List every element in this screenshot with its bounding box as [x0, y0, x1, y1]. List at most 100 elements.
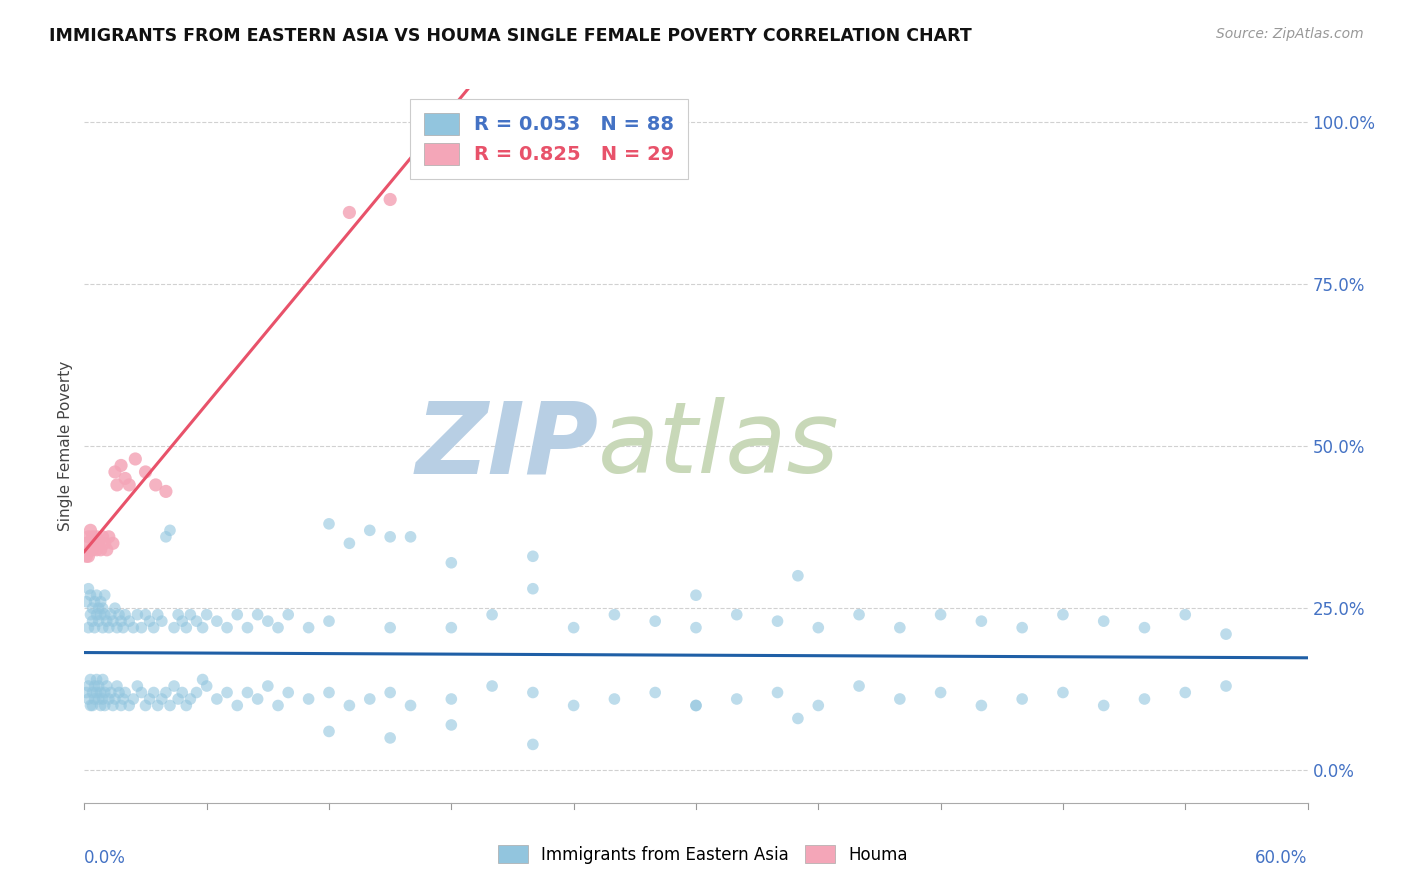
Point	[440, 556, 463, 570]
Point	[100, 607, 122, 622]
Point	[399, 530, 422, 544]
Point	[522, 582, 544, 596]
Point	[114, 685, 136, 699]
Point	[90, 607, 112, 622]
Point	[685, 621, 707, 635]
Point	[86, 607, 108, 622]
Point	[380, 731, 402, 745]
Text: 60.0%: 60.0%	[1256, 849, 1308, 867]
Point	[172, 614, 194, 628]
Point	[93, 588, 115, 602]
Point	[96, 542, 118, 557]
Point	[97, 621, 120, 635]
Point	[277, 607, 299, 622]
Point	[1092, 614, 1115, 628]
Point	[82, 614, 104, 628]
Point	[87, 679, 110, 693]
Point	[205, 614, 228, 628]
Text: Source: ZipAtlas.com: Source: ZipAtlas.com	[1216, 27, 1364, 41]
Point	[186, 685, 208, 699]
Point	[77, 530, 100, 544]
Point	[163, 679, 186, 693]
Point	[82, 601, 104, 615]
Point	[155, 685, 177, 699]
Point	[105, 478, 128, 492]
Point	[226, 607, 249, 622]
Point	[172, 685, 194, 699]
Point	[380, 685, 402, 699]
Point	[339, 698, 361, 713]
Point	[766, 614, 789, 628]
Point	[110, 458, 132, 473]
Point	[75, 536, 97, 550]
Point	[685, 698, 707, 713]
Point	[82, 698, 104, 713]
Point	[807, 698, 830, 713]
Point	[1092, 698, 1115, 713]
Point	[86, 673, 108, 687]
Point	[105, 621, 128, 635]
Point	[77, 679, 100, 693]
Point	[79, 524, 101, 538]
Point	[79, 673, 101, 687]
Point	[86, 542, 108, 557]
Point	[179, 607, 201, 622]
Point	[889, 621, 911, 635]
Point	[725, 607, 748, 622]
Point	[75, 685, 97, 699]
Point	[339, 536, 361, 550]
Point	[807, 621, 830, 635]
Point	[257, 614, 280, 628]
Point	[101, 614, 124, 628]
Point	[267, 621, 290, 635]
Point	[96, 614, 118, 628]
Point	[104, 601, 127, 615]
Point	[131, 621, 153, 635]
Point	[87, 536, 110, 550]
Point	[179, 692, 201, 706]
Point	[1052, 685, 1074, 699]
Point	[787, 711, 810, 725]
Point	[970, 614, 993, 628]
Point	[167, 607, 190, 622]
Point	[380, 530, 402, 544]
Point	[145, 478, 167, 492]
Point	[86, 588, 108, 602]
Point	[96, 679, 118, 693]
Point	[970, 698, 993, 713]
Point	[82, 685, 104, 699]
Point	[399, 698, 422, 713]
Point	[1174, 607, 1197, 622]
Point	[77, 582, 100, 596]
Point	[1133, 692, 1156, 706]
Point	[174, 621, 197, 635]
Point	[318, 685, 340, 699]
Point	[90, 595, 112, 609]
Point	[1215, 627, 1237, 641]
Point	[122, 621, 145, 635]
Point	[77, 692, 100, 706]
Point	[93, 698, 115, 713]
Point	[91, 621, 114, 635]
Point	[167, 692, 190, 706]
Point	[79, 542, 101, 557]
Text: atlas: atlas	[598, 398, 839, 494]
Point	[318, 614, 340, 628]
Point	[97, 530, 120, 544]
Point	[83, 536, 105, 550]
Point	[93, 685, 115, 699]
Legend: Immigrants from Eastern Asia, Houma: Immigrants from Eastern Asia, Houma	[491, 838, 915, 871]
Point	[91, 692, 114, 706]
Point	[1052, 607, 1074, 622]
Point	[118, 614, 141, 628]
Point	[246, 692, 269, 706]
Point	[440, 718, 463, 732]
Point	[90, 698, 112, 713]
Point	[118, 698, 141, 713]
Point	[90, 542, 112, 557]
Point	[90, 685, 112, 699]
Point	[77, 549, 100, 564]
Point	[257, 679, 280, 693]
Point	[163, 621, 186, 635]
Point	[101, 536, 124, 550]
